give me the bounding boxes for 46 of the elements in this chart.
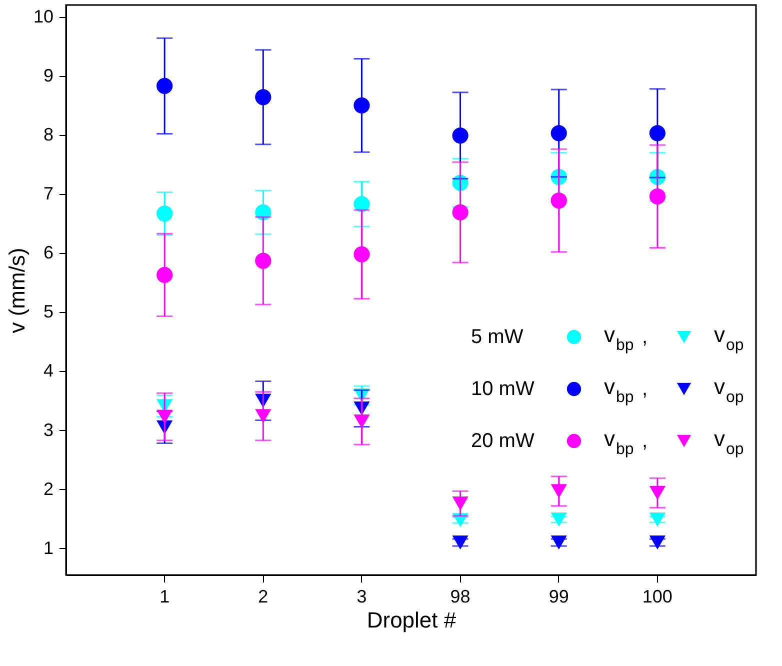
annotation: 20 mW [471, 430, 534, 452]
x-axis-title: Droplet # [366, 608, 457, 632]
point [452, 204, 468, 220]
y-axis-title: v (mm/s) [4, 248, 30, 334]
y-tick-label: 6 [43, 242, 54, 263]
y-tick-label: 2 [43, 478, 54, 499]
point [649, 512, 666, 526]
x-tick-label: 99 [548, 586, 569, 606]
point [550, 512, 567, 526]
point [452, 496, 468, 511]
point [550, 484, 567, 498]
point [550, 536, 567, 550]
point [156, 78, 173, 94]
y-tick-label: 8 [43, 124, 54, 144]
y-tick-label: 5 [43, 302, 54, 322]
y-tick-label: 1 [43, 538, 54, 558]
annotation: 10 mW [471, 378, 534, 400]
point [550, 125, 567, 142]
x-tick-label: 100 [642, 586, 672, 606]
point [354, 246, 370, 262]
point [649, 188, 666, 204]
point [649, 486, 666, 500]
point [649, 536, 666, 550]
y-tick-label: 9 [43, 65, 54, 86]
point [452, 127, 468, 144]
y-tick-label: 7 [43, 184, 54, 204]
x-tick-label: 1 [160, 586, 170, 606]
point [255, 89, 272, 106]
annotation: 5 mW [471, 326, 524, 348]
x-tick-label: 3 [356, 586, 367, 606]
point [156, 410, 173, 424]
point [156, 266, 173, 283]
point [354, 97, 370, 114]
point [452, 536, 468, 550]
point [255, 409, 272, 424]
x-tick-label: 98 [450, 586, 470, 606]
point [354, 196, 370, 212]
point [550, 192, 567, 209]
y-tick-label: 3 [43, 420, 54, 440]
x-tick-label: 2 [258, 586, 268, 606]
point [255, 252, 272, 269]
point [649, 125, 666, 142]
point [354, 414, 370, 428]
y-tick-label: 10 [33, 6, 54, 26]
point [156, 205, 173, 222]
y-tick-label: 4 [43, 360, 54, 381]
